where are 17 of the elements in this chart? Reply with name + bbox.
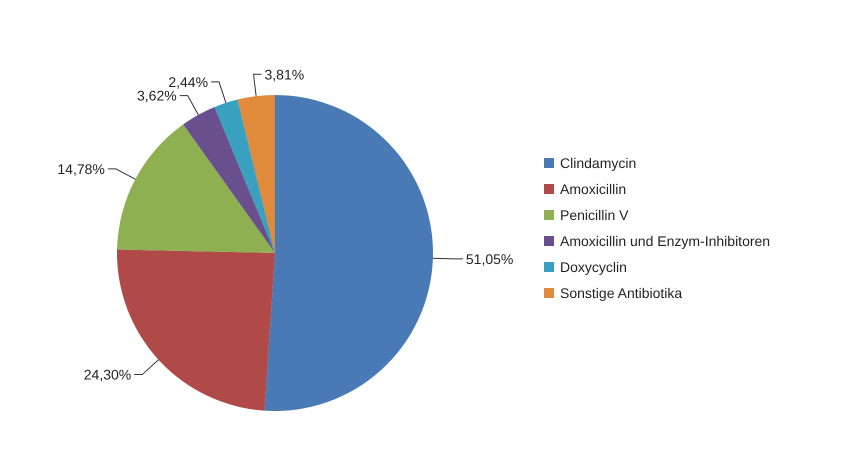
pie-slice bbox=[183, 107, 275, 253]
legend-label: Doxycyclin bbox=[560, 259, 627, 275]
legend-label: Clindamycin bbox=[560, 155, 636, 171]
legend-label: Sonstige Antibiotika bbox=[560, 285, 682, 301]
pie-slice bbox=[117, 124, 275, 253]
data-label: 3,81% bbox=[264, 66, 304, 82]
data-label: 14,78% bbox=[57, 160, 105, 177]
legend-label: Amoxicillin und Enzym-Inhibitoren bbox=[560, 233, 770, 249]
pie-slice bbox=[214, 100, 275, 253]
legend-label: Penicillin V bbox=[560, 207, 628, 223]
legend-label: Amoxicillin bbox=[560, 181, 626, 197]
data-label: 51,05% bbox=[466, 250, 514, 267]
data-label: 3,62% bbox=[136, 88, 177, 104]
data-label: 24,30% bbox=[84, 366, 132, 383]
pie-slice bbox=[238, 95, 275, 253]
data-label: 2,44% bbox=[168, 74, 208, 90]
pie-slice bbox=[264, 95, 433, 411]
